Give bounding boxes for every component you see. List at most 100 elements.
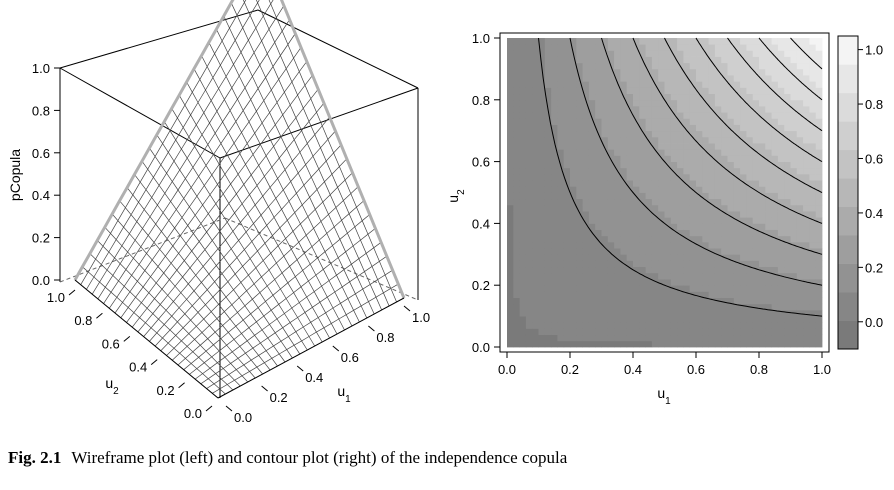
heatmap-cell (752, 334, 760, 342)
heatmap-cell (702, 223, 709, 230)
heatmap-cell (607, 322, 615, 329)
heatmap-cell (551, 75, 558, 82)
heatmap-cell (746, 180, 754, 187)
heatmap-cell (645, 279, 653, 286)
heatmap-cell (633, 93, 640, 101)
heatmap-cell (595, 161, 602, 169)
heatmap-cell (513, 260, 520, 268)
heatmap-cell (513, 75, 520, 82)
heatmap-cell (614, 87, 621, 95)
heatmap-cell (765, 161, 772, 169)
box-edge (219, 87, 419, 159)
heatmap-cell (557, 254, 565, 261)
heatmap-cell (790, 112, 798, 119)
heatmap-cell (683, 68, 691, 76)
heatmap-cell (519, 93, 527, 101)
heatmap-cell (570, 316, 577, 323)
heatmap-cell (525, 260, 533, 268)
heatmap-cell (727, 303, 735, 311)
heatmap-cell (513, 279, 520, 286)
heatmap-cell (507, 38, 514, 45)
heatmap-cell (759, 167, 766, 175)
heatmap-cell (645, 112, 653, 119)
heatmap-cell (696, 248, 703, 255)
heatmap-cell (658, 316, 665, 323)
heatmap-cell (513, 93, 520, 101)
heatmap-cell (544, 93, 552, 101)
heatmap-cell (538, 56, 546, 64)
heatmap-cell (651, 235, 659, 243)
u2-tick (68, 289, 76, 296)
u2-tick (123, 336, 131, 342)
heatmap-cell (790, 291, 798, 298)
heatmap-cell (563, 309, 571, 317)
heatmap-cell (544, 81, 552, 88)
heatmap-cell (727, 192, 735, 200)
heatmap-cell (633, 180, 640, 187)
heatmap-cell (570, 309, 577, 317)
heatmap-cell (784, 328, 791, 336)
heatmap-cell (721, 204, 728, 212)
heatmap-cell (803, 81, 810, 88)
heatmap-cell (633, 285, 640, 292)
colorbar-segment (838, 320, 858, 350)
heatmap-cell (544, 68, 552, 76)
heatmap-cell (633, 279, 640, 286)
heatmap-cell (771, 124, 779, 132)
u2-tick (205, 405, 213, 412)
heatmap-cell (551, 334, 558, 342)
heatmap-cell (670, 316, 678, 323)
heatmap-cell (809, 211, 817, 218)
heatmap-cell (563, 303, 571, 311)
u1-tick-label: 0.8 (376, 330, 394, 345)
heatmap-cell (639, 303, 646, 311)
heatmap-cell (633, 50, 640, 57)
heatmap-cell (582, 229, 590, 237)
heatmap-cell (796, 322, 804, 329)
heatmap-cell (532, 161, 539, 169)
heatmap-cell (582, 130, 590, 138)
wire-line-u1 (109, 33, 296, 309)
heatmap-cell (645, 81, 653, 88)
heatmap-cell (809, 62, 817, 70)
heatmap-cell (595, 223, 602, 230)
heatmap-cell (633, 303, 640, 311)
heatmap-cell (721, 124, 728, 132)
heatmap-cell (721, 38, 728, 45)
heatmap-cell (714, 161, 722, 169)
heatmap-cell (626, 211, 634, 218)
heatmap-cell (746, 161, 754, 169)
heatmap-cell (645, 56, 653, 64)
heatmap-cell (525, 204, 533, 212)
heatmap-cell (658, 93, 665, 101)
heatmap-cell (714, 87, 722, 95)
wire-line-u2 (242, 0, 383, 311)
heatmap-cell (765, 68, 772, 76)
heatmap-cell (815, 118, 823, 125)
heatmap-cell (677, 136, 684, 144)
heatmap-cell (639, 204, 646, 212)
heatmap-cell (651, 272, 659, 280)
heatmap-cell (645, 204, 653, 212)
heatmap-cell (525, 211, 533, 218)
heatmap-cell (626, 340, 634, 348)
heatmap-cell (765, 260, 772, 268)
heatmap-cell (601, 93, 609, 101)
heatmap-cell (664, 229, 672, 237)
heatmap-cell (683, 340, 691, 348)
heatmap-cell (639, 297, 646, 305)
heatmap-cell (538, 204, 546, 212)
heatmap-cell (557, 229, 565, 237)
heatmap-cell (576, 272, 583, 280)
heatmap-cell (532, 211, 539, 218)
heatmap-cell (570, 297, 577, 305)
heatmap-cell (570, 266, 577, 274)
heatmap-cell (696, 229, 703, 237)
heatmap-cell (595, 248, 602, 255)
heatmap-cell (538, 161, 546, 169)
heatmap-cell (551, 105, 558, 113)
heatmap-cell (563, 130, 571, 138)
wire-line-u2 (149, 147, 293, 359)
heatmap-cell (658, 136, 665, 144)
heatmap-cell (759, 198, 766, 206)
